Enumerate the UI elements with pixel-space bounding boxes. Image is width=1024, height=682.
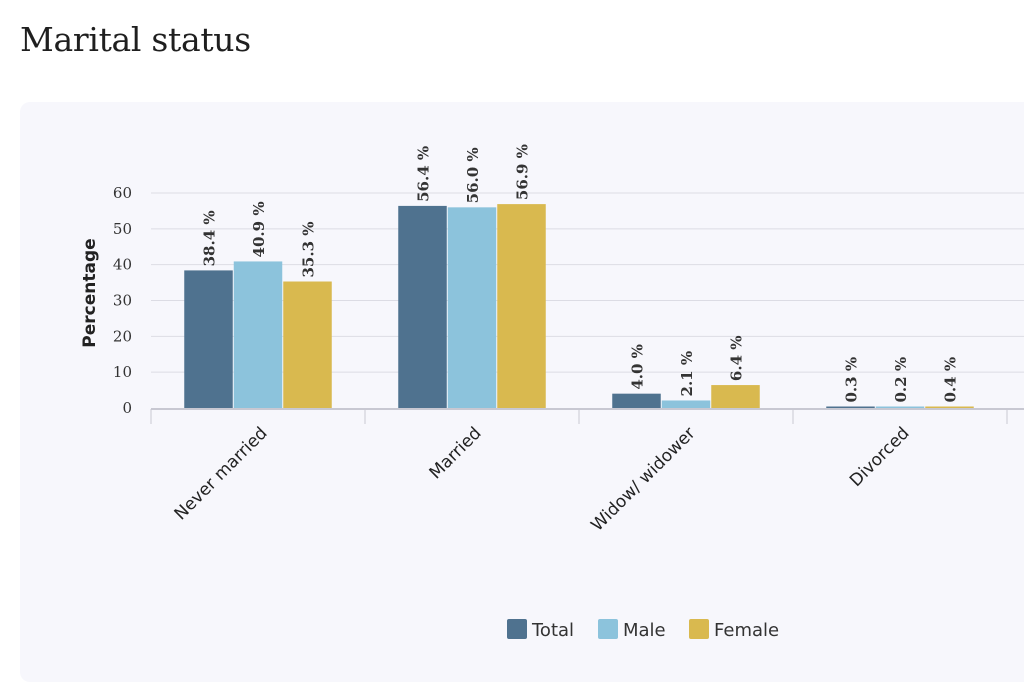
data-label: 6.4 % bbox=[728, 335, 746, 381]
bar-total[interactable] bbox=[184, 270, 233, 408]
y-tick-label: 60 bbox=[113, 184, 132, 202]
legend-label: Total bbox=[531, 620, 574, 641]
y-axis-title: Percentage bbox=[80, 238, 100, 347]
legend-label: Male bbox=[623, 620, 666, 641]
bar-male[interactable] bbox=[875, 406, 925, 409]
bar-total[interactable] bbox=[612, 393, 661, 408]
legend-item-female[interactable]: Female bbox=[689, 619, 779, 641]
legend[interactable]: Total Male Female bbox=[507, 619, 779, 641]
bar-chart: 0 10 20 30 40 50 60 Percentage Never married Marr… bbox=[80, 144, 1024, 641]
chart-card: 0 10 20 30 40 50 60 Percentage Never married Marr… bbox=[20, 102, 1024, 682]
data-label: 40.9 % bbox=[250, 201, 268, 257]
x-category-label: Married bbox=[426, 423, 486, 483]
legend-swatch bbox=[689, 619, 709, 639]
data-label: 0.3 % bbox=[843, 357, 861, 403]
data-label: 56.4 % bbox=[415, 146, 433, 202]
y-tick-label: 50 bbox=[113, 220, 132, 238]
bar-female[interactable] bbox=[925, 406, 974, 409]
y-tick-label: 10 bbox=[113, 363, 132, 381]
y-tick-label: 20 bbox=[113, 327, 132, 345]
x-category-label: Widow/ widower bbox=[587, 423, 699, 535]
y-tick-label: 0 bbox=[122, 399, 132, 417]
data-label: 2.1 % bbox=[678, 351, 696, 397]
legend-label: Female bbox=[714, 620, 779, 641]
bar-male[interactable] bbox=[661, 400, 711, 408]
legend-swatch bbox=[598, 619, 618, 639]
data-label: 35.3 % bbox=[300, 221, 318, 277]
y-tick-label: 30 bbox=[113, 292, 132, 310]
legend-item-male[interactable]: Male bbox=[598, 619, 666, 641]
x-category-label: Divorced bbox=[846, 423, 914, 491]
data-labels: 38.4 % 40.9 % 35.3 % 56.4 % 56.0 % 56.9 % 4.0 … bbox=[201, 144, 960, 402]
bars bbox=[184, 204, 974, 408]
data-label: 56.9 % bbox=[514, 144, 532, 200]
data-label: 4.0 % bbox=[629, 344, 647, 390]
bar-female[interactable] bbox=[497, 204, 546, 408]
bar-male[interactable] bbox=[447, 207, 497, 408]
legend-swatch bbox=[507, 619, 527, 639]
bar-male[interactable] bbox=[233, 261, 283, 408]
bar-female[interactable] bbox=[711, 385, 760, 408]
y-tick-label: 40 bbox=[113, 256, 132, 274]
x-category-label: Never married bbox=[171, 423, 272, 524]
data-label: 56.0 % bbox=[464, 147, 482, 203]
data-label: 0.2 % bbox=[892, 357, 910, 403]
legend-item-total[interactable]: Total bbox=[507, 619, 574, 641]
bar-total[interactable] bbox=[826, 406, 875, 409]
bar-total[interactable] bbox=[398, 205, 447, 408]
bar-female[interactable] bbox=[283, 281, 332, 408]
data-label: 0.4 % bbox=[942, 357, 960, 403]
data-label: 38.4 % bbox=[201, 210, 219, 266]
page-title: Marital status bbox=[20, 20, 251, 59]
